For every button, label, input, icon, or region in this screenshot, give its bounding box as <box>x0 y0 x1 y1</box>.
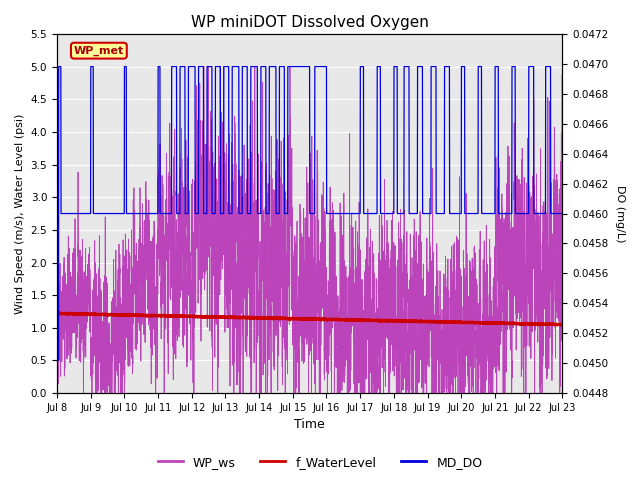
Y-axis label: Wind Speed (m/s), Water Level (psi): Wind Speed (m/s), Water Level (psi) <box>15 113 25 314</box>
Legend: WP_ws, f_WaterLevel, MD_DO: WP_ws, f_WaterLevel, MD_DO <box>152 451 488 474</box>
Y-axis label: DO (mg/L): DO (mg/L) <box>615 185 625 242</box>
Text: WP_met: WP_met <box>74 46 124 56</box>
X-axis label: Time: Time <box>294 419 325 432</box>
Title: WP miniDOT Dissolved Oxygen: WP miniDOT Dissolved Oxygen <box>191 15 429 30</box>
